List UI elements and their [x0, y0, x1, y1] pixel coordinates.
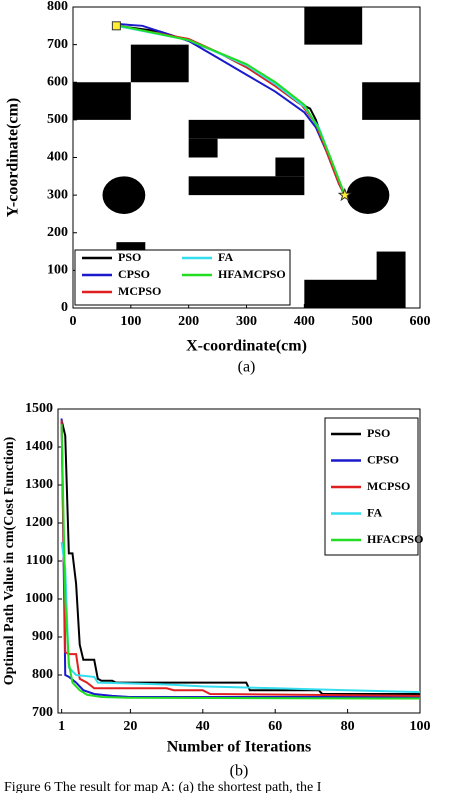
- legend-label: PSO: [367, 426, 390, 440]
- x-tick-label: 20: [123, 719, 137, 734]
- x-tick-label: 400: [294, 314, 315, 329]
- y-tick-label: 1500: [25, 401, 53, 416]
- x-tick-label: 500: [352, 314, 373, 329]
- series-line: [60, 424, 421, 700]
- obstacle: [362, 82, 420, 120]
- x-tick-label: 600: [410, 314, 431, 329]
- figure-caption: Figure 6 The result for map A: (a) the s…: [4, 780, 322, 793]
- x-tick-label: 200: [178, 314, 199, 329]
- y-tick-label: 500: [47, 112, 68, 127]
- x-tick-label: 300: [236, 314, 257, 329]
- obstacle: [188, 138, 218, 158]
- legend-label: PSO: [118, 250, 141, 264]
- x-tick-label: 1: [58, 719, 65, 734]
- round-obstacle: [102, 176, 146, 214]
- caption: (a): [238, 359, 256, 376]
- legend-label: CPSO: [367, 452, 399, 466]
- x-axis-label: Number of Iterations: [167, 739, 312, 756]
- obstacle: [376, 251, 406, 308]
- legend-label: MCPSO: [118, 284, 161, 298]
- caption: (b): [230, 763, 249, 780]
- obstacle: [188, 119, 305, 139]
- obstacle: [130, 44, 189, 83]
- y-tick-label: 1400: [25, 439, 53, 454]
- legend-label: HFAMCPSO: [218, 267, 286, 281]
- x-tick-label: 80: [341, 719, 355, 734]
- obstacle: [275, 157, 305, 177]
- y-tick-label: 700: [32, 705, 53, 720]
- series-line: [60, 420, 420, 695]
- series-line: [116, 24, 346, 196]
- y-tick-label: 600: [47, 74, 68, 89]
- y-tick-label: 100: [47, 263, 68, 278]
- legend-label: MCPSO: [367, 479, 410, 493]
- x-tick-label: 60: [268, 719, 282, 734]
- x-tick-label: 40: [196, 719, 210, 734]
- obstacle: [73, 82, 131, 120]
- obstacle: [188, 176, 305, 196]
- goal-marker: [337, 187, 352, 202]
- y-axis-label: Optimal Path Value in cm(Cost Function): [2, 436, 17, 685]
- y-tick-label: 800: [47, 0, 68, 14]
- start-marker: [111, 21, 121, 31]
- legend-label: HFACPSO: [367, 532, 423, 546]
- y-tick-label: 300: [47, 187, 68, 202]
- obstacle: [304, 7, 363, 45]
- y-tick-label: 1100: [26, 553, 53, 568]
- x-tick-label: 100: [120, 314, 141, 329]
- x-axis-label: X-coordinate(cm): [186, 338, 307, 355]
- round-obstacle: [346, 176, 390, 214]
- legend-label: FA: [367, 505, 382, 519]
- x-tick-label: 0: [70, 314, 77, 329]
- legend-label: CPSO: [118, 267, 150, 281]
- y-tick-label: 1200: [25, 515, 53, 530]
- y-axis-label: Y-coordinate(cm): [5, 98, 22, 217]
- y-tick-label: 1000: [25, 591, 53, 606]
- y-tick-label: 900: [32, 629, 53, 644]
- y-tick-label: 400: [47, 150, 68, 165]
- y-tick-label: 200: [47, 225, 68, 240]
- y-tick-label: 700: [47, 37, 68, 52]
- y-tick-label: 0: [61, 300, 68, 315]
- x-tick-label: 100: [410, 719, 431, 734]
- y-tick-label: 1300: [25, 477, 53, 492]
- y-tick-label: 800: [32, 667, 53, 682]
- legend-label: FA: [218, 250, 233, 264]
